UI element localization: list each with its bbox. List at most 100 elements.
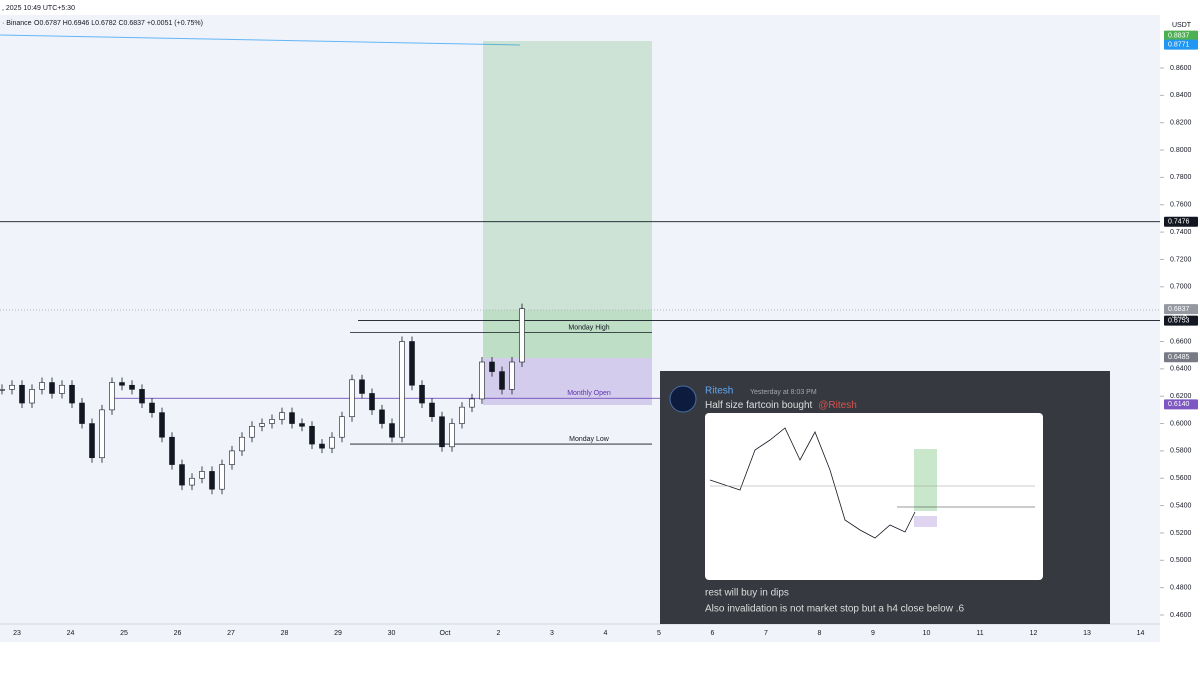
candle [389,423,395,438]
price-badge-label: 0.8771 [1168,41,1190,48]
price-axis-bg [1160,15,1200,642]
price-tick-label: 0.6600 [1170,338,1192,345]
candle [279,412,285,420]
date-tick-label: 27 [227,630,235,637]
date-tick-label: 5 [657,630,661,637]
price-badge-label: 0.6753 [1168,317,1190,324]
price-unit: USDT [1172,22,1192,29]
price-tick-label: 0.8000 [1170,147,1192,154]
candle [259,423,265,427]
candle [299,423,305,427]
embedded-image [705,413,1043,580]
price-tick-label: 0.5800 [1170,448,1192,455]
price-badge [1164,216,1198,227]
candle [319,443,325,449]
date-tick-label: 3 [550,630,554,637]
candle [209,471,215,490]
candle [229,450,235,465]
mention: @Ritesh [818,400,857,411]
price-tick-label: 0.7600 [1170,202,1192,209]
candle [39,382,45,390]
moving-average [0,34,521,46]
date-tick-label: 8 [818,630,822,637]
candle [349,379,355,418]
date-tick-label: 30 [388,630,396,637]
price-badge-label: 0.6485 [1168,354,1190,361]
candle [339,416,345,438]
header-time: , 2025 10:49 UTC+5:30 [2,5,75,12]
price-tick-label: 0.4600 [1170,612,1192,619]
candle [289,412,295,424]
candle [369,393,375,411]
candle [189,477,195,486]
candle [19,384,25,404]
date-tick-label: 13 [1083,630,1091,637]
price-badge [1164,315,1198,326]
message-text: Half size fartcoin bought @Ritesh [705,400,857,411]
price-badge-label: 0.6140 [1168,401,1190,408]
candle [69,384,75,404]
candle [479,361,485,400]
price-tick-label: 0.5600 [1170,475,1192,482]
header-exchange: · Binance [2,20,32,27]
date-tick-label: 2 [497,630,501,637]
price-tick-label: 0.8400 [1170,92,1192,99]
candle [249,425,255,438]
candle [359,379,365,394]
candle [379,409,385,424]
candle [139,389,145,404]
candle [109,382,115,411]
candle [519,308,525,363]
date-tick-label: 24 [67,630,75,637]
candle [409,341,415,386]
message-author: Ritesh [705,386,733,397]
price-tick-label: 0.7000 [1170,284,1192,291]
candle [199,471,205,479]
candle [309,425,315,445]
price-tick-label: 0.5000 [1170,557,1192,564]
candle [449,423,455,448]
price-badge [1164,39,1198,50]
date-tick-label: 28 [281,630,289,637]
countdown: 40:05 [1172,315,1188,321]
date-tick-label: 7 [764,630,768,637]
candle [219,464,225,490]
date-tick-label: 29 [334,630,342,637]
candle [99,409,105,459]
candle [239,436,245,452]
price-tick-label: 0.5200 [1170,530,1192,537]
date-tick-label: Oct [440,630,451,637]
candle [59,384,65,394]
price-tick-label: 0.6400 [1170,366,1192,373]
date-tick-label: 11 [976,630,983,637]
message-body: Half size fartcoin bought [705,400,813,411]
candle [489,361,495,372]
price-tick-label: 0.8200 [1170,120,1192,127]
message-time: Yesterday at 8:03 PM [750,389,817,396]
candle [89,423,95,459]
target-zone [483,41,652,310]
date-tick-label: 4 [604,630,608,637]
candle [429,402,435,418]
message-line: rest will buy in dips [705,588,789,599]
price-badge [1164,304,1198,315]
price-tick-label: 0.5400 [1170,502,1192,509]
price-badge [1164,399,1198,410]
date-tick-label: 6 [711,630,715,637]
header-ohlc: O0.6787 H0.6946 L0.6782 C0.6837 +0.0051 … [34,20,203,27]
candle [119,382,125,386]
price-tick-label: 0.7800 [1170,174,1192,181]
candle [79,402,85,424]
candle [329,436,335,449]
candle [419,384,425,404]
candle [9,384,15,390]
date-tick-label: 25 [120,630,128,637]
candle [129,384,135,390]
avatar [669,385,697,413]
candle [439,416,445,448]
date-tick-label: 9 [871,630,875,637]
price-badge [1164,30,1198,41]
price-tick-label: 0.6200 [1170,393,1192,400]
price-badge-label: 0.8837 [1168,32,1190,39]
level-label: Monday High [568,324,609,331]
